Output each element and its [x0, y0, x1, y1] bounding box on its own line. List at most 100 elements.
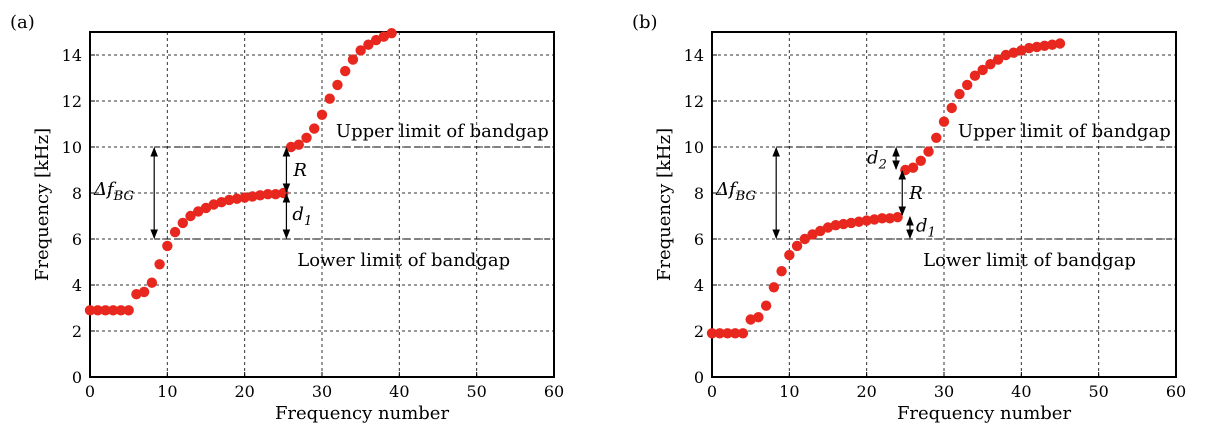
- data-point: [239, 192, 250, 203]
- plot-frame: [711, 31, 1177, 378]
- x-tick-label: 40: [1011, 382, 1031, 401]
- data-point: [108, 305, 119, 316]
- data-point: [784, 249, 795, 261]
- y-tick-label: 14: [684, 46, 704, 65]
- data-point: [309, 123, 320, 134]
- data-point: [1023, 42, 1035, 54]
- data-point: [162, 240, 173, 252]
- data-point: [355, 45, 366, 56]
- data-point: [954, 88, 965, 100]
- data-point: [270, 188, 281, 200]
- data-point: [807, 229, 818, 240]
- data-point: [1039, 40, 1050, 51]
- d2-label-sub: 2: [878, 158, 887, 173]
- data-point: [340, 65, 351, 77]
- y-tick-label: 0: [72, 368, 82, 387]
- x-tick-label: 50: [1088, 382, 1108, 401]
- d1-label-main: d: [916, 216, 928, 237]
- d2-label-main: d: [867, 148, 879, 169]
- data-point: [884, 213, 896, 224]
- y-tick-label: 6: [694, 230, 704, 249]
- data-point: [363, 39, 374, 50]
- data-point: [347, 54, 359, 65]
- data-point: [992, 54, 1004, 65]
- data-point: [706, 328, 718, 339]
- d1-label: d1: [916, 216, 936, 241]
- y-tick-label: 10: [62, 138, 82, 157]
- x-tick-label: 20: [234, 382, 254, 401]
- data-point: [301, 132, 312, 143]
- delta-f-label-sub: BG: [735, 189, 756, 204]
- upper-limit-label: Upper limit of bandgap: [958, 121, 1171, 142]
- data-point: [224, 194, 235, 206]
- x-tick-label: 60: [544, 382, 564, 401]
- data-point: [737, 328, 749, 339]
- data-point: [84, 305, 96, 316]
- y-tick-label: 0: [694, 368, 704, 387]
- data-point: [316, 109, 328, 121]
- data-point: [791, 240, 803, 252]
- data-point: [254, 190, 266, 201]
- data-point: [760, 300, 772, 311]
- data-point: [815, 225, 826, 237]
- x-tick-label: 30: [934, 382, 954, 401]
- d1-label: d1: [292, 204, 312, 229]
- data-point: [386, 27, 397, 39]
- data-point: [853, 216, 865, 227]
- panel-a: (a) 0 10 20 30 40 50 60 0 2 4 6 8 10 12 14 Frequency num…: [10, 12, 564, 424]
- data-point: [247, 191, 258, 202]
- d2-label: d2: [867, 148, 887, 173]
- x-tick-label: 10: [779, 382, 799, 401]
- upper-limit-label: Upper limit of bandgap: [336, 121, 549, 142]
- data-point: [138, 286, 150, 298]
- d1-label-sub: 1: [928, 226, 936, 241]
- data-point: [146, 277, 158, 288]
- data-point: [378, 31, 390, 42]
- data-point: [730, 328, 741, 339]
- data-point: [946, 102, 957, 114]
- data-point: [776, 266, 787, 277]
- data-point: [92, 305, 103, 316]
- data-point: [846, 217, 857, 229]
- y-tick-label: 2: [694, 322, 704, 341]
- data-point: [370, 34, 382, 46]
- delta-f-label-main: Δf: [93, 179, 117, 200]
- data-point: [177, 217, 188, 229]
- y-tick-label: 12: [62, 92, 82, 111]
- data-point: [154, 259, 165, 270]
- delta-f-label-sub: BG: [113, 189, 134, 204]
- y-tick-label: 8: [72, 184, 82, 203]
- data-point: [332, 79, 343, 91]
- data-point: [830, 220, 841, 231]
- panel-label: (a): [10, 12, 35, 33]
- x-tick-label: 50: [466, 382, 486, 401]
- data-point: [861, 215, 872, 226]
- plot-frame: [89, 31, 555, 378]
- x-tick-label: 30: [312, 382, 332, 401]
- data-point: [1031, 41, 1043, 53]
- data-point: [876, 213, 888, 224]
- r-label: R: [908, 183, 923, 204]
- data-point: [185, 210, 196, 222]
- data-point: [985, 58, 996, 70]
- x-tick-label: 40: [389, 382, 409, 401]
- data-point: [123, 305, 134, 316]
- data-point: [1047, 39, 1058, 50]
- data-point: [753, 312, 764, 323]
- panel-label: (b): [632, 12, 658, 33]
- data-point: [977, 64, 988, 76]
- data-point: [969, 70, 981, 81]
- data-point: [838, 218, 849, 230]
- y-tick-label: 8: [694, 184, 704, 203]
- data-point: [931, 132, 942, 143]
- x-tick-label: 10: [157, 382, 177, 401]
- data-point: [1054, 38, 1066, 49]
- data-point: [193, 206, 204, 217]
- x-tick-label: 20: [856, 382, 876, 401]
- x-tick-label: 0: [85, 382, 95, 401]
- y-axis-label: Frequency [kHz]: [32, 128, 53, 281]
- y-tick-label: 6: [72, 230, 82, 249]
